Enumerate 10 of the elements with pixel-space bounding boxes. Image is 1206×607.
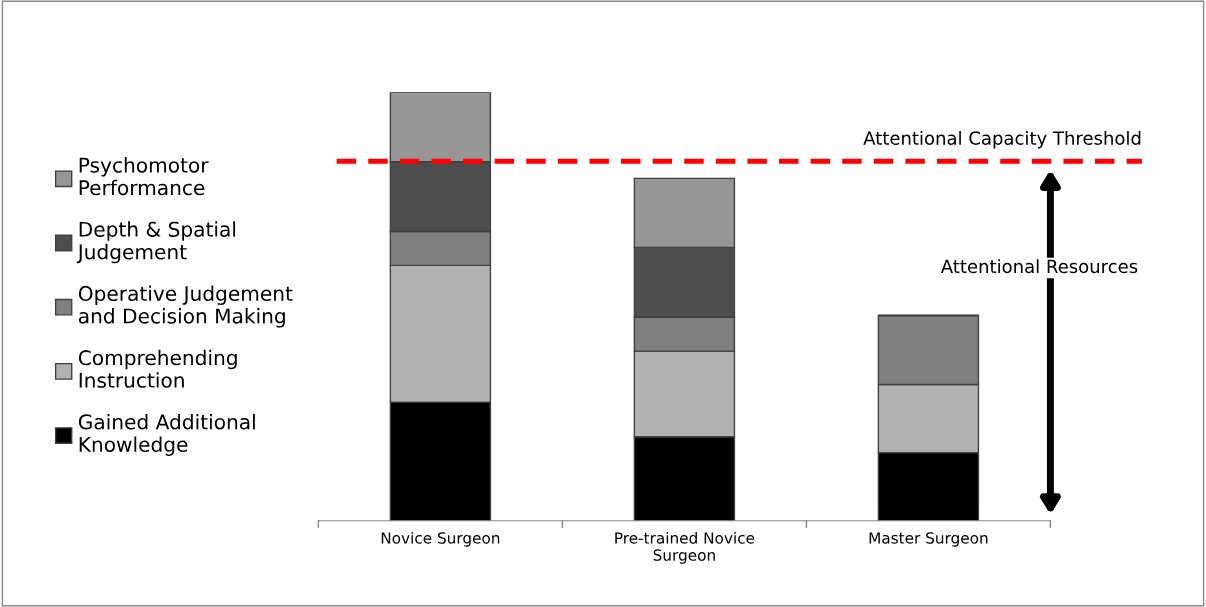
legend-label: Gained Additional Knowledge xyxy=(78,413,255,456)
x-tick-label: Novice Surgeon xyxy=(381,531,500,547)
x-tick-label: Master Surgeon xyxy=(869,532,988,547)
ref-line-label: Attentional Capacity Threshold xyxy=(863,130,1141,149)
legend-label: Operative Judgement and Decision Making xyxy=(78,285,293,328)
legend-label: Comprehending Instruction xyxy=(78,349,237,388)
x-tick-label: Pre-trained Novice Surgeon xyxy=(615,531,755,564)
legend-label: Depth & Spatial Judgement xyxy=(76,221,236,264)
legend-label: Psychomotor Performance xyxy=(79,157,209,196)
annotation: Attentional Resources xyxy=(940,259,1138,274)
